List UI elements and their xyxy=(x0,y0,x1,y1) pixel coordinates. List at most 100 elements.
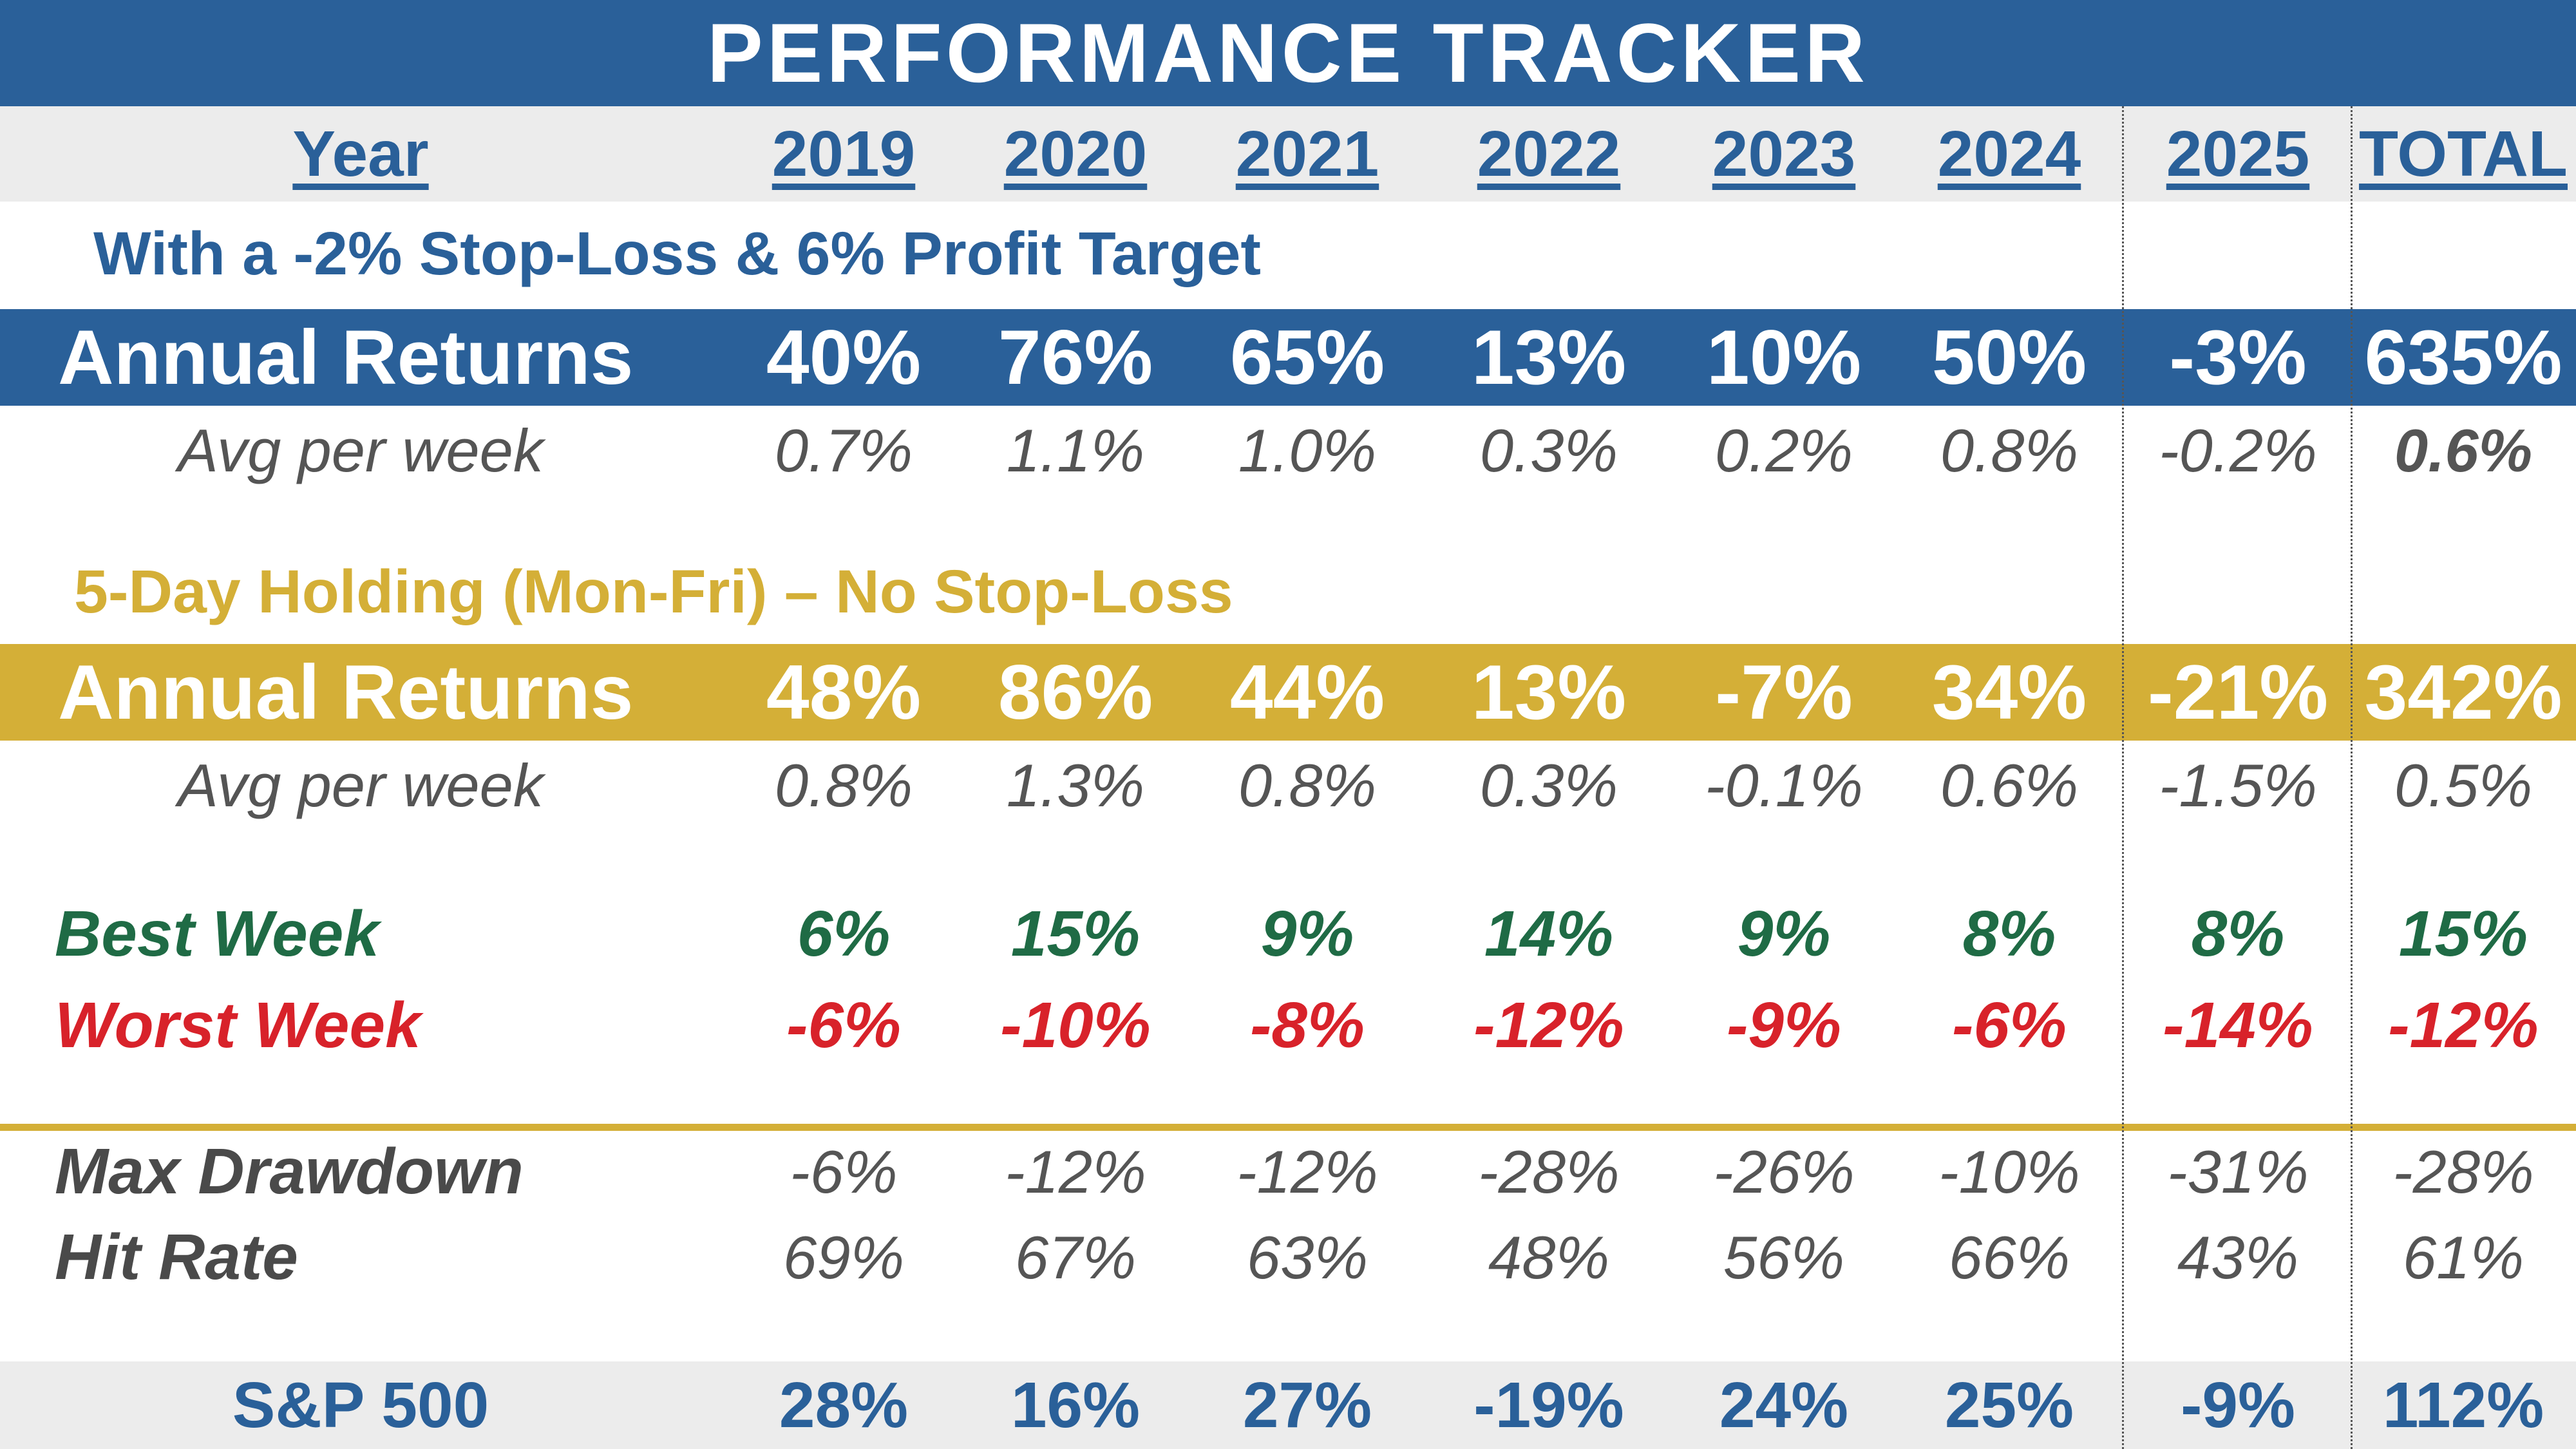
annual-return-cell: 34% xyxy=(1931,649,2087,735)
hit-rate-cell: 48% xyxy=(1488,1223,1610,1291)
sp500-row: S&P 500 28% 16% 27% -19% 24% 25% -9% 112… xyxy=(0,1361,2576,1449)
annual-return-total: 635% xyxy=(2364,314,2562,401)
max-drawdown-cell: -28% xyxy=(1478,1137,1620,1206)
sp500-cell: 27% xyxy=(1242,1368,1372,1441)
worst-week-cell: -6% xyxy=(786,989,901,1061)
avg-total: 0.6% xyxy=(2394,417,2533,484)
header-row: Year 2019 2020 2021 2022 2023 2024 2025 … xyxy=(0,106,2576,202)
best-week-label: Best Week xyxy=(55,897,379,970)
avg-cell: 1.3% xyxy=(1006,752,1145,819)
annual-return-total: 342% xyxy=(2364,649,2562,735)
column-header-2023: 2023 xyxy=(1712,117,1856,190)
sp500-cell: -9% xyxy=(2181,1368,2295,1441)
holding-annual-band xyxy=(0,644,2576,741)
annual-returns-label: Annual Returns xyxy=(58,649,634,735)
section-divider xyxy=(0,1124,2576,1131)
best-week-cell: 9% xyxy=(1260,897,1354,970)
avg-cell: -1.5% xyxy=(2159,752,2317,819)
avg-cell: -0.2% xyxy=(2159,417,2317,484)
avg-cell: 0.8% xyxy=(1238,752,1377,819)
hit-rate-total: 61% xyxy=(2402,1223,2524,1291)
column-header-total: TOTAL xyxy=(2358,117,2568,190)
worst-week-cell: -10% xyxy=(1000,989,1151,1061)
best-week-cell: 14% xyxy=(1484,897,1614,970)
best-week-cell: 8% xyxy=(2191,897,2285,970)
worst-week-total: -12% xyxy=(2388,989,2539,1061)
best-week-cell: 6% xyxy=(797,897,891,970)
annual-return-cell: 86% xyxy=(998,649,1153,735)
hit-rate-cell: 67% xyxy=(1014,1223,1137,1291)
holding-annual-row: Annual Returns 48% 86% 44% 13% -7% 34% -… xyxy=(0,644,2576,741)
stop-loss-section-title: With a -2% Stop-Loss & 6% Profit Target xyxy=(93,220,1262,288)
max-drawdown-cell: -6% xyxy=(790,1137,898,1206)
hit-rate-label: Hit Rate xyxy=(55,1221,298,1293)
column-divider-total xyxy=(2351,106,2353,1449)
column-divider-2025 xyxy=(2122,106,2124,1449)
annual-returns-label: Annual Returns xyxy=(58,314,634,401)
annual-return-cell: 40% xyxy=(766,314,922,401)
sp500-label: S&P 500 xyxy=(232,1368,489,1441)
sp500-cell: -19% xyxy=(1473,1368,1624,1441)
worst-week-cell: -12% xyxy=(1473,989,1624,1061)
annual-return-cell: 48% xyxy=(766,649,922,735)
stop-loss-annual-band xyxy=(0,309,2576,406)
best-week-cell: 8% xyxy=(1962,897,2056,970)
year-header: Year xyxy=(292,117,429,190)
worst-week-cell: -9% xyxy=(1727,989,1841,1061)
avg-cell: 0.2% xyxy=(1714,417,1853,484)
max-drawdown-label: Max Drawdown xyxy=(55,1135,524,1208)
sp500-band xyxy=(0,1361,2576,1449)
best-week-cell: 9% xyxy=(1737,897,1831,970)
max-drawdown-row: Max Drawdown -6% -12% -12% -28% -26% -10… xyxy=(0,1128,2576,1215)
avg-cell: -0.1% xyxy=(1705,752,1863,819)
header-band xyxy=(0,106,2576,202)
sp500-cell: 24% xyxy=(1719,1368,1849,1441)
title-bar xyxy=(0,0,2576,106)
annual-return-cell: 65% xyxy=(1229,314,1385,401)
worst-week-row: Worst Week -6% -10% -8% -12% -9% -6% -14… xyxy=(0,980,2576,1070)
column-header-2019: 2019 xyxy=(772,117,916,190)
sp500-cell: 28% xyxy=(779,1368,909,1441)
worst-week-cell: -14% xyxy=(2163,989,2313,1061)
annual-return-cell: 13% xyxy=(1471,649,1627,735)
stop-loss-avg-row: Avg per week 0.7% 1.1% 1.0% 0.3% 0.2% 0.… xyxy=(0,406,2576,496)
avg-cell: 1.0% xyxy=(1238,417,1377,484)
worst-week-cell: -6% xyxy=(1952,989,2067,1061)
max-drawdown-cell: -26% xyxy=(1713,1137,1855,1206)
best-week-total: 15% xyxy=(2398,897,2528,970)
column-header-2021: 2021 xyxy=(1235,117,1379,190)
annual-return-cell: -3% xyxy=(2169,314,2307,401)
annual-return-cell: -7% xyxy=(1715,649,1853,735)
avg-cell: 0.8% xyxy=(1940,417,2079,484)
worst-week-label: Worst Week xyxy=(55,989,421,1061)
avg-cell: 0.7% xyxy=(774,417,913,484)
max-drawdown-cell: -12% xyxy=(1236,1137,1378,1206)
column-header-2022: 2022 xyxy=(1477,117,1621,190)
page-title: PERFORMANCE TRACKER xyxy=(707,6,1869,100)
avg-cell: 0.8% xyxy=(774,752,913,819)
avg-cell: 0.6% xyxy=(1940,752,2079,819)
max-drawdown-cell: -12% xyxy=(1005,1137,1146,1206)
avg-per-week-label: Avg per week xyxy=(178,752,544,819)
best-week-cell: 15% xyxy=(1010,897,1141,970)
annual-return-cell: -21% xyxy=(2147,649,2329,735)
column-header-2024: 2024 xyxy=(1937,117,2081,190)
annual-return-cell: 10% xyxy=(1706,314,1862,401)
hit-rate-cell: 63% xyxy=(1246,1223,1368,1291)
avg-total: 0.5% xyxy=(2394,752,2533,819)
column-header-2020: 2020 xyxy=(1003,117,1148,190)
hit-rate-cell: 56% xyxy=(1723,1223,1845,1291)
hit-rate-row: Hit Rate 69% 67% 63% 48% 56% 66% 43% 61% xyxy=(0,1214,2576,1301)
sp500-cell: 16% xyxy=(1010,1368,1141,1441)
hit-rate-cell: 69% xyxy=(782,1223,905,1291)
avg-cell: 1.1% xyxy=(1006,417,1145,484)
avg-cell: 0.3% xyxy=(1479,752,1618,819)
annual-return-cell: 50% xyxy=(1931,314,2087,401)
annual-return-cell: 13% xyxy=(1471,314,1627,401)
hit-rate-cell: 66% xyxy=(1948,1223,2070,1291)
avg-per-week-label: Avg per week xyxy=(178,417,544,484)
stop-loss-annual-row: Annual Returns 40% 76% 65% 13% 10% 50% -… xyxy=(0,309,2576,406)
max-drawdown-cell: -31% xyxy=(2167,1137,2309,1206)
annual-return-cell: 76% xyxy=(998,314,1153,401)
hit-rate-cell: 43% xyxy=(2177,1223,2299,1291)
